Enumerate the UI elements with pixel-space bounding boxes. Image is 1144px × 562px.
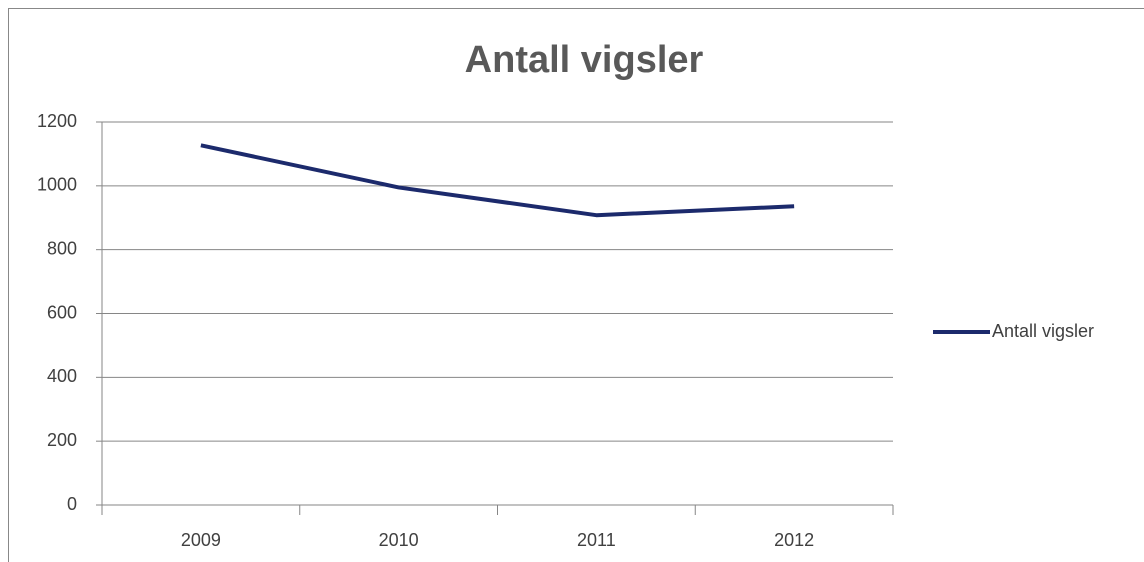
- y-tick-label: 400: [47, 366, 77, 386]
- y-tick-label: 800: [47, 238, 77, 258]
- y-tick-label: 600: [47, 302, 77, 322]
- x-tick-label: 2010: [379, 530, 419, 550]
- y-tick-label: 0: [67, 494, 77, 514]
- chart-frame: [8, 8, 1144, 562]
- x-tick-label: 2009: [181, 530, 221, 550]
- chart-title: Antall vigsler: [465, 39, 704, 81]
- y-tick-label: 1000: [37, 175, 77, 195]
- y-tick-label: 1200: [37, 111, 77, 131]
- y-tick-label: 200: [47, 430, 77, 450]
- x-tick-label: 2012: [774, 530, 814, 550]
- legend-label: Antall vigsler: [992, 321, 1094, 341]
- x-tick-label: 2011: [577, 530, 616, 550]
- data-line: [200, 143, 795, 218]
